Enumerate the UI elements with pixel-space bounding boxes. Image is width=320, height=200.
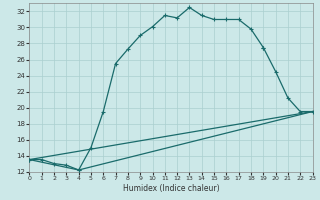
X-axis label: Humidex (Indice chaleur): Humidex (Indice chaleur) [123,184,219,193]
